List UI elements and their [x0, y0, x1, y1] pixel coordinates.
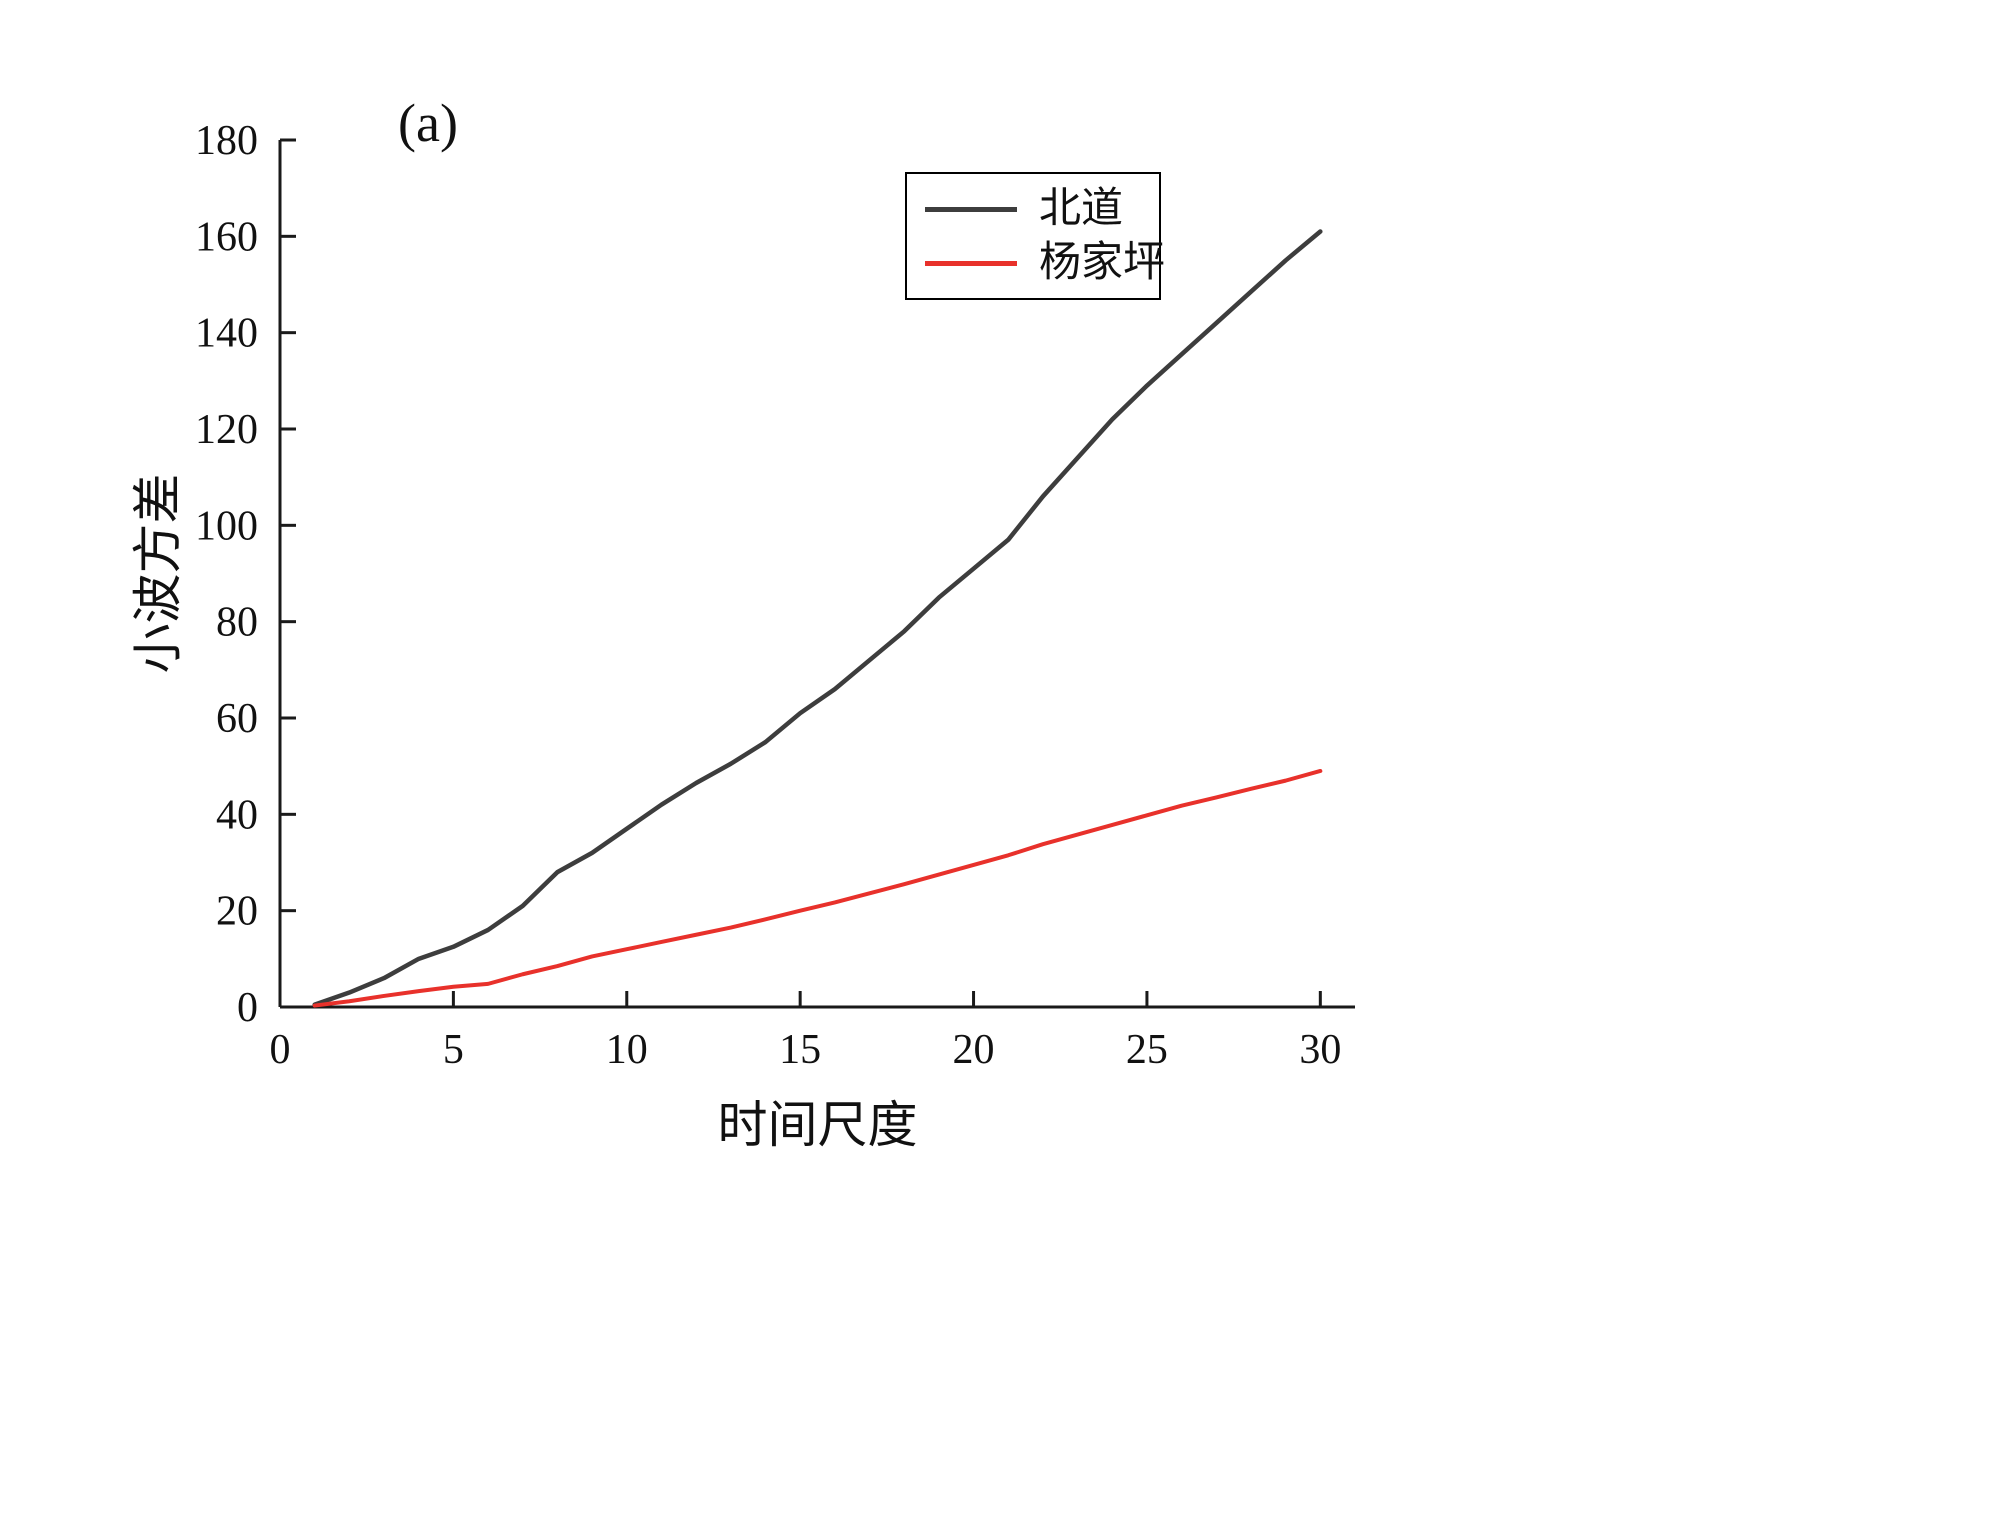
y-tick-label: 120 [195, 407, 258, 453]
y-tick-label: 140 [195, 311, 258, 357]
legend-item-0: 北道 [925, 186, 1141, 232]
x-tick-label: 20 [953, 1027, 995, 1073]
series-line-1 [312, 768, 1323, 1008]
legend: 北道 杨家坪 [905, 172, 1165, 300]
y-tick-label: 100 [195, 503, 258, 549]
x-tick-label: 25 [1126, 1027, 1168, 1073]
series-line-0 [312, 229, 1323, 1007]
x-tick-label: 5 [443, 1027, 464, 1073]
legend-line-sample [925, 206, 1017, 212]
legend-item-1: 杨家坪 [925, 240, 1165, 286]
y-axis-label: 小波方差 [130, 474, 186, 674]
x-tick-label: 0 [270, 1027, 291, 1073]
legend-line-sample [925, 260, 1017, 266]
y-tick-label: 160 [195, 214, 258, 260]
y-tick-label: 40 [216, 792, 258, 838]
legend-label: 杨家坪 [1039, 240, 1166, 286]
y-tick-label: 20 [216, 889, 258, 935]
y-tick-label: 60 [216, 696, 258, 742]
x-tick-label: 10 [606, 1027, 648, 1073]
x-axis-label: 时间尺度 [718, 1097, 918, 1153]
x-tick-label: 15 [779, 1027, 821, 1073]
y-tick-label: 180 [195, 118, 258, 164]
y-tick-label: 0 [237, 985, 258, 1031]
legend-label: 北道 [1039, 186, 1124, 232]
panel-label: (a) [398, 93, 458, 153]
x-tick-label: 30 [1299, 1027, 1341, 1073]
y-tick-label: 80 [216, 600, 258, 646]
